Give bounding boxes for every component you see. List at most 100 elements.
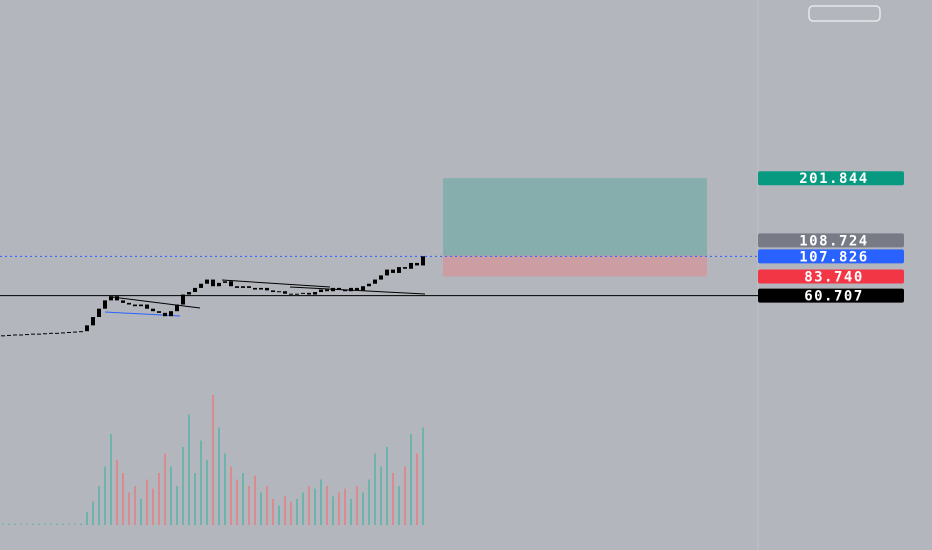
candle-body xyxy=(25,334,29,336)
candle-body xyxy=(265,287,269,291)
candle-body xyxy=(391,269,395,273)
candle-body xyxy=(73,331,77,333)
candle-body xyxy=(313,292,317,295)
volume-bar xyxy=(320,479,322,525)
trend-line xyxy=(221,279,331,288)
trend-line xyxy=(111,296,201,309)
volume-bar xyxy=(194,473,196,525)
candle-body xyxy=(253,287,257,290)
candle-body xyxy=(169,311,173,317)
volume-bar xyxy=(68,523,70,525)
price-label: 201.844 xyxy=(799,171,869,187)
volume-bar xyxy=(212,395,214,525)
volume-bar xyxy=(290,501,292,525)
candle-body xyxy=(409,262,413,269)
volume-bar xyxy=(302,492,304,525)
candle-body xyxy=(145,304,149,309)
candle-body xyxy=(415,262,419,266)
candle-body xyxy=(277,291,281,293)
volume-bar xyxy=(182,447,184,525)
volume-bar xyxy=(332,496,334,525)
candle-body xyxy=(163,312,167,317)
volume-bar xyxy=(86,512,88,525)
volume-bar xyxy=(44,523,46,525)
volume-bar xyxy=(8,523,10,525)
candle-body xyxy=(19,334,23,336)
volume-bar xyxy=(218,427,220,525)
candle-body xyxy=(175,304,179,312)
candle-body xyxy=(127,302,131,305)
candle-body xyxy=(373,279,377,284)
candle-body xyxy=(55,332,59,334)
target-zone xyxy=(443,178,707,256)
volume-bar xyxy=(176,486,178,525)
volume-bar xyxy=(146,479,148,525)
candle-body xyxy=(133,304,137,307)
price-label: 83.740 xyxy=(804,269,864,285)
volume-bar xyxy=(296,499,298,525)
volume-bar xyxy=(2,523,4,525)
candle-body xyxy=(7,334,11,336)
volume-bar xyxy=(224,453,226,525)
candle-body xyxy=(151,308,155,312)
candle-body xyxy=(331,287,335,292)
candle-body xyxy=(271,290,275,293)
volume-bar xyxy=(404,466,406,525)
volume-bar xyxy=(242,473,244,525)
candle-body xyxy=(229,281,233,287)
candle-body xyxy=(283,291,287,294)
candle-body xyxy=(13,334,17,336)
price-label-bg xyxy=(758,233,904,248)
candle-body xyxy=(355,287,359,291)
volume-bar xyxy=(188,414,190,525)
candle-body xyxy=(325,289,329,292)
candle-body xyxy=(295,293,299,295)
button[interactable] xyxy=(808,5,881,22)
price-label: 60.707 xyxy=(804,289,864,305)
volume-bar xyxy=(278,505,280,525)
stop-zone xyxy=(443,255,707,277)
volume-bar xyxy=(80,523,82,525)
candle-body xyxy=(367,283,371,287)
volume-bar xyxy=(158,473,160,525)
volume-bar xyxy=(392,473,394,525)
volume-bar xyxy=(398,486,400,525)
price-label: 107.826 xyxy=(799,249,869,265)
candle-body xyxy=(91,317,95,326)
candle-body xyxy=(259,287,263,290)
volume-bar xyxy=(350,499,352,525)
candle-body xyxy=(343,289,347,292)
candle-body xyxy=(187,292,191,295)
volume-bar xyxy=(92,501,94,525)
volume-bar xyxy=(200,440,202,525)
candle-body xyxy=(1,335,5,337)
volume-bar xyxy=(248,486,250,525)
candle-body xyxy=(37,333,41,335)
volume-bar xyxy=(416,453,418,525)
volume-bar xyxy=(164,453,166,525)
candle-body xyxy=(349,287,353,292)
candle-body xyxy=(385,269,389,276)
volume-bar xyxy=(56,523,58,525)
volume-bar xyxy=(98,486,100,525)
candle-body xyxy=(235,286,239,288)
candle-body xyxy=(379,275,383,280)
volume-bar xyxy=(206,460,208,525)
candle-body xyxy=(67,331,71,333)
volume-bar xyxy=(38,523,40,525)
trend-line xyxy=(104,311,181,317)
volume-bar xyxy=(134,486,136,525)
candle-body xyxy=(139,304,143,307)
volume-bar xyxy=(422,427,424,525)
candle-body xyxy=(211,279,215,287)
volume-bar xyxy=(26,523,28,525)
price-label-bg xyxy=(758,249,904,264)
volume-bar xyxy=(62,523,64,525)
candle-body xyxy=(43,333,47,335)
price-label-bg xyxy=(758,269,904,284)
volume-bar xyxy=(116,460,118,525)
volume-bar xyxy=(362,492,364,525)
candle-body xyxy=(103,300,107,309)
